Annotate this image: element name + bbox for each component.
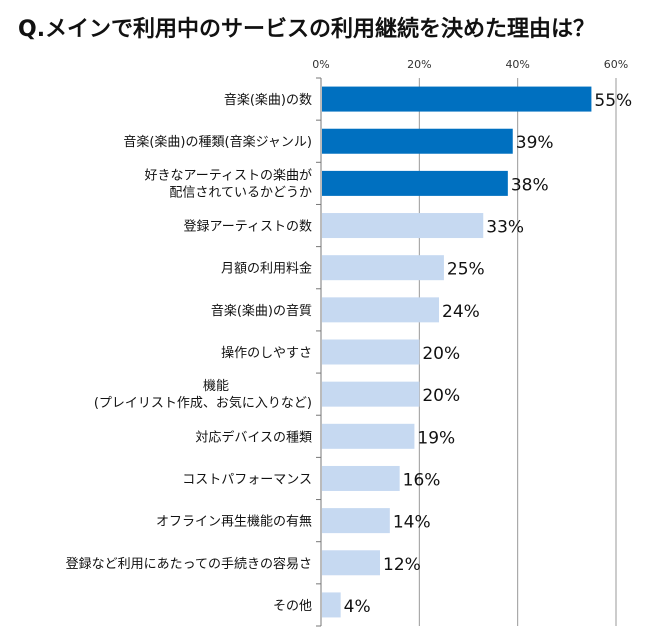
gridlines xyxy=(316,77,617,627)
category-label-line: 機能 xyxy=(203,379,229,394)
value-label: 16% xyxy=(403,470,441,490)
tick-label: 40% xyxy=(505,58,529,71)
category-label: 登録など利用にあたっての手続きの容易さ xyxy=(66,556,312,572)
category-label: 機能(プレイリスト作成、お気に入りなど) xyxy=(94,379,312,411)
bar xyxy=(322,170,508,196)
value-label: 12% xyxy=(383,555,421,575)
value-label: 19% xyxy=(417,428,455,448)
value-label: 25% xyxy=(447,260,485,280)
tick-label: 60% xyxy=(604,58,628,71)
category-label: 音楽(楽曲)の種類(音楽ジャンル) xyxy=(123,134,312,150)
bar xyxy=(322,550,380,576)
category-label-line: 好きなアーティストの楽曲が xyxy=(145,167,312,183)
category-label: 月額の利用料金 xyxy=(221,261,312,277)
bar xyxy=(322,128,513,154)
bar xyxy=(322,339,420,365)
bar xyxy=(322,465,400,491)
value-label: 55% xyxy=(594,91,632,111)
value-label: 20% xyxy=(422,344,460,364)
bar xyxy=(322,381,420,407)
value-label: 20% xyxy=(422,386,460,406)
value-label: 39% xyxy=(516,133,554,153)
bar xyxy=(322,297,439,323)
bars xyxy=(322,86,592,618)
category-label: オフライン再生機能の有無 xyxy=(156,515,312,530)
bar xyxy=(322,592,341,618)
bar xyxy=(322,213,484,239)
category-label: コストパフォーマンス xyxy=(182,472,312,487)
tick-label: 20% xyxy=(407,58,431,71)
tick-label: 0% xyxy=(312,58,329,71)
category-label-line: (プレイリスト作成、お気に入りなど) xyxy=(94,395,312,411)
value-label: 14% xyxy=(393,513,431,533)
category-label: 好きなアーティストの楽曲が配信されているかどうか xyxy=(145,167,312,200)
chart-title: Q.メインで利用中のサービスの利用継続を決めた理由は？ xyxy=(18,16,595,42)
category-label-line: 配信されているかどうか xyxy=(169,185,312,200)
bar xyxy=(322,86,592,112)
value-label: 38% xyxy=(511,175,549,195)
value-label: 33% xyxy=(486,218,524,238)
value-labels: 55% 39% 38% 33% 25% 24% 20% 20% 19% 16% 14% 12% 4% xyxy=(344,91,633,617)
bar xyxy=(322,423,415,449)
category-label: 登録アーティストの数 xyxy=(184,220,312,235)
bar xyxy=(322,508,390,534)
category-label: 音楽(楽曲)の数 xyxy=(224,92,312,108)
category-label: 音楽(楽曲)の音質 xyxy=(211,303,312,319)
category-label: その他 xyxy=(273,599,312,614)
category-label: 対応デバイスの種類 xyxy=(195,429,312,445)
bar xyxy=(322,255,444,281)
value-label: 24% xyxy=(442,302,480,322)
value-label: 4% xyxy=(344,597,371,617)
x-axis-ticks: 0% 20% 40% 60% xyxy=(312,58,628,71)
category-label: 操作のしやすさ xyxy=(221,345,312,361)
